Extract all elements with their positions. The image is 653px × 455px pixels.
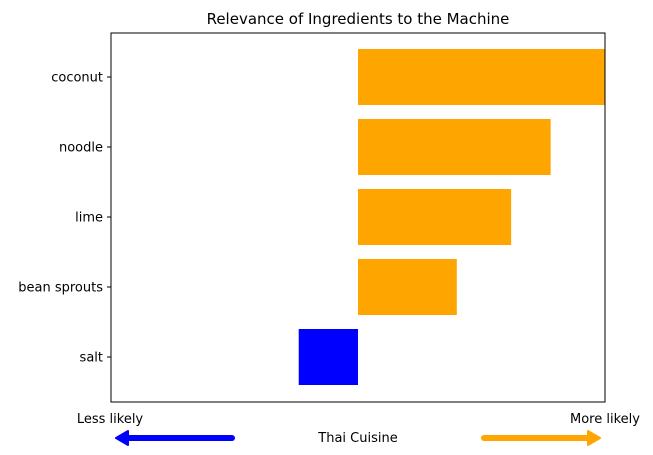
bar-bean-sprouts bbox=[358, 259, 457, 315]
y-tick-label-lime: lime bbox=[75, 211, 103, 226]
bar-salt bbox=[298, 329, 358, 385]
y-axis: coconut noodle lime bean sprouts salt bbox=[18, 71, 111, 366]
x-label-more-likely: More likely bbox=[570, 412, 640, 427]
y-tick-label-coconut: coconut bbox=[51, 71, 103, 86]
bars-group bbox=[298, 49, 605, 385]
x-label-less-likely: Less likely bbox=[77, 412, 144, 427]
less-likely-arrow-icon bbox=[115, 430, 235, 446]
chart-title: Relevance of Ingredients to the Machine bbox=[207, 10, 510, 28]
y-tick-label-bean-sprouts: bean sprouts bbox=[18, 281, 103, 296]
bar-coconut bbox=[358, 49, 605, 105]
y-tick-label-salt: salt bbox=[80, 351, 103, 366]
bar-lime bbox=[358, 189, 512, 245]
y-tick-label-noodle: noodle bbox=[59, 141, 103, 156]
more-likely-arrow-icon bbox=[481, 430, 601, 446]
bar-noodle bbox=[358, 119, 551, 175]
x-axis-title: Thai Cuisine bbox=[317, 431, 397, 446]
plot-frame bbox=[110, 32, 606, 403]
